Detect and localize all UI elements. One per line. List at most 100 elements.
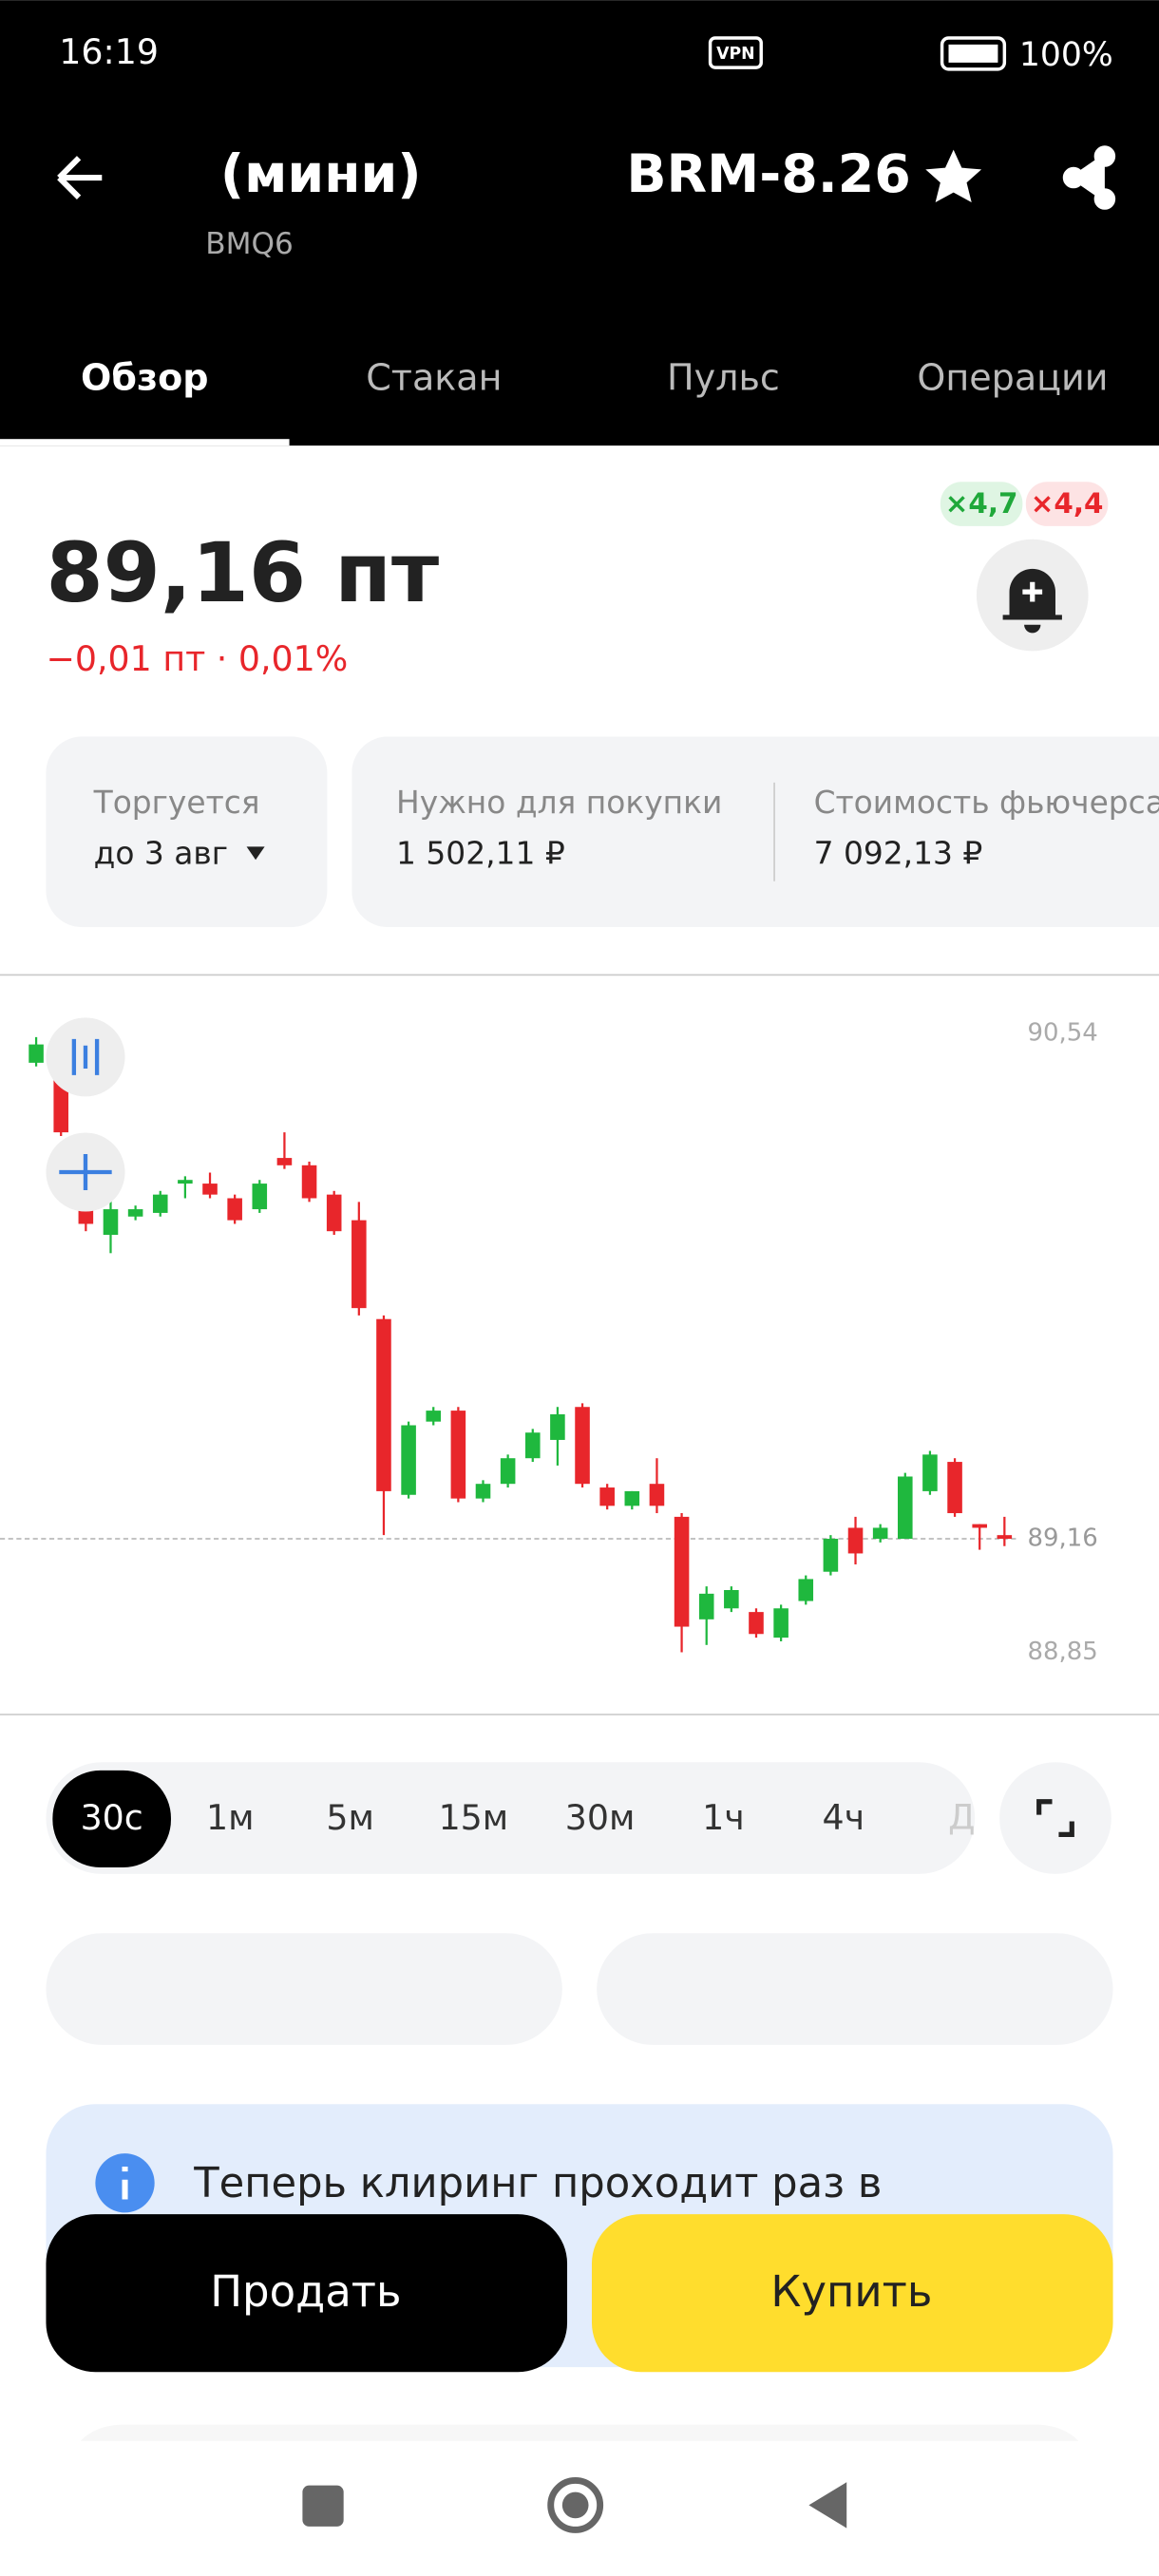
candle-body: [28, 1044, 44, 1063]
card-value: до 3 авг: [94, 835, 228, 872]
interval[interactable]: 4ч: [822, 1797, 864, 1838]
share[interactable]: [1062, 145, 1116, 210]
candle-body: [698, 1593, 714, 1619]
interval[interactable]: 15м: [439, 1797, 509, 1838]
tab[interactable]: Стакан: [366, 356, 502, 398]
candle-body: [575, 1407, 590, 1485]
candle-body: [352, 1220, 367, 1309]
badge: ×4,4: [1031, 487, 1104, 520]
battery: 100%: [1019, 36, 1113, 74]
favorite[interactable]: [925, 149, 982, 203]
candle-body: [401, 1425, 416, 1495]
fullscreen-button[interactable]: [999, 1762, 1112, 1874]
candle-body: [649, 1484, 665, 1506]
battery-icon: [940, 36, 1007, 71]
title: (мини): [220, 144, 422, 205]
interval[interactable]: 30с: [81, 1797, 143, 1838]
candle-body: [152, 1194, 168, 1213]
candle-body: [252, 1184, 268, 1210]
ticker: BMQ6: [205, 227, 294, 261]
y-tick-label: 88,85: [1028, 1638, 1098, 1666]
vpn: VPN: [716, 45, 755, 64]
candle-body: [599, 1487, 615, 1506]
candle-body: [724, 1589, 739, 1609]
top-bar: [0, 0, 1159, 446]
interval[interactable]: 1м: [206, 1797, 255, 1838]
card[interactable]: [46, 736, 328, 928]
interval-selected: [52, 1770, 171, 1867]
candle-body: [972, 1524, 987, 1528]
ticker-name: BRM-8.26: [626, 144, 910, 205]
candle-body: [500, 1458, 516, 1485]
tab[interactable]: Пульс: [667, 356, 780, 398]
card-value: 1 502,11 ₽: [396, 835, 565, 872]
candle-body: [524, 1432, 541, 1459]
interval[interactable]: 1ч: [702, 1797, 745, 1838]
candle-body: [947, 1462, 962, 1514]
nav-recent[interactable]: [302, 2485, 344, 2527]
tab[interactable]: Обзор: [81, 356, 208, 398]
candle-body: [550, 1413, 565, 1440]
candle-body: [376, 1318, 391, 1491]
interval[interactable]: 30м: [565, 1797, 636, 1838]
candle-body: [997, 1535, 1013, 1540]
nav-home[interactable]: [547, 2477, 604, 2533]
candle-body: [326, 1194, 342, 1232]
price: 89,16 пт: [46, 526, 439, 621]
card-label: Стоимость фьючерса: [814, 784, 1159, 821]
candle-body: [674, 1516, 690, 1627]
candle-body: [202, 1184, 218, 1195]
notice-text: Теперь клиринг проходит раз в: [193, 2160, 882, 2207]
badge: ×4,7: [945, 487, 1018, 520]
candle-body: [227, 1198, 242, 1221]
candle-body: [872, 1527, 888, 1540]
nav-home-dot: [561, 2491, 589, 2519]
card-value: 7 092,13 ₽: [814, 835, 983, 872]
fullscreen-icon: [1036, 1799, 1074, 1837]
placeholder: [46, 1933, 562, 2045]
candle-body: [103, 1209, 119, 1236]
card: [352, 736, 1159, 928]
placeholder: [597, 1933, 1113, 2045]
candle-body: [898, 1476, 913, 1540]
badge-bg: [1025, 482, 1109, 526]
alert-plus: [1022, 581, 1043, 602]
sell-label: Продать: [210, 2266, 401, 2317]
candle-body: [624, 1490, 640, 1506]
candle-body: [475, 1484, 491, 1499]
dropdown: [246, 846, 265, 861]
interval[interactable]: Д: [948, 1797, 975, 1838]
candle-body: [178, 1180, 193, 1184]
buy-label: Купить: [770, 2266, 932, 2317]
candle-body: [127, 1209, 143, 1217]
candle-body: [301, 1165, 317, 1199]
last-price-label: 89,16: [1028, 1525, 1098, 1553]
interval-bar: [46, 1762, 976, 1874]
candle-body: [773, 1608, 788, 1638]
candle-body: [922, 1454, 938, 1491]
candle-body: [276, 1158, 293, 1165]
candle-body: [847, 1527, 864, 1554]
time: 16:19: [59, 31, 159, 72]
candle-body: [749, 1612, 764, 1635]
back[interactable]: [57, 156, 103, 199]
candle-body: [450, 1411, 466, 1499]
card-label: Торгуется: [93, 784, 260, 821]
drawing-icon: [59, 1153, 112, 1191]
candle-body: [426, 1411, 442, 1422]
card-label: Нужно для покупки: [396, 784, 722, 821]
interval[interactable]: 5м: [326, 1797, 374, 1838]
battery-fill: [948, 44, 998, 63]
candle-body: [798, 1579, 814, 1601]
vpn-box: [708, 36, 763, 69]
badge-bg: [940, 482, 1023, 526]
buy-button[interactable]: [591, 2214, 1113, 2373]
price-change: −0,01 пт · 0,01%: [46, 638, 348, 679]
tab[interactable]: Операции: [917, 356, 1108, 398]
tab-indicator: [0, 439, 290, 446]
candle-body: [823, 1539, 839, 1572]
sell-button[interactable]: [46, 2214, 568, 2373]
nav-back[interactable]: [808, 2482, 847, 2529]
